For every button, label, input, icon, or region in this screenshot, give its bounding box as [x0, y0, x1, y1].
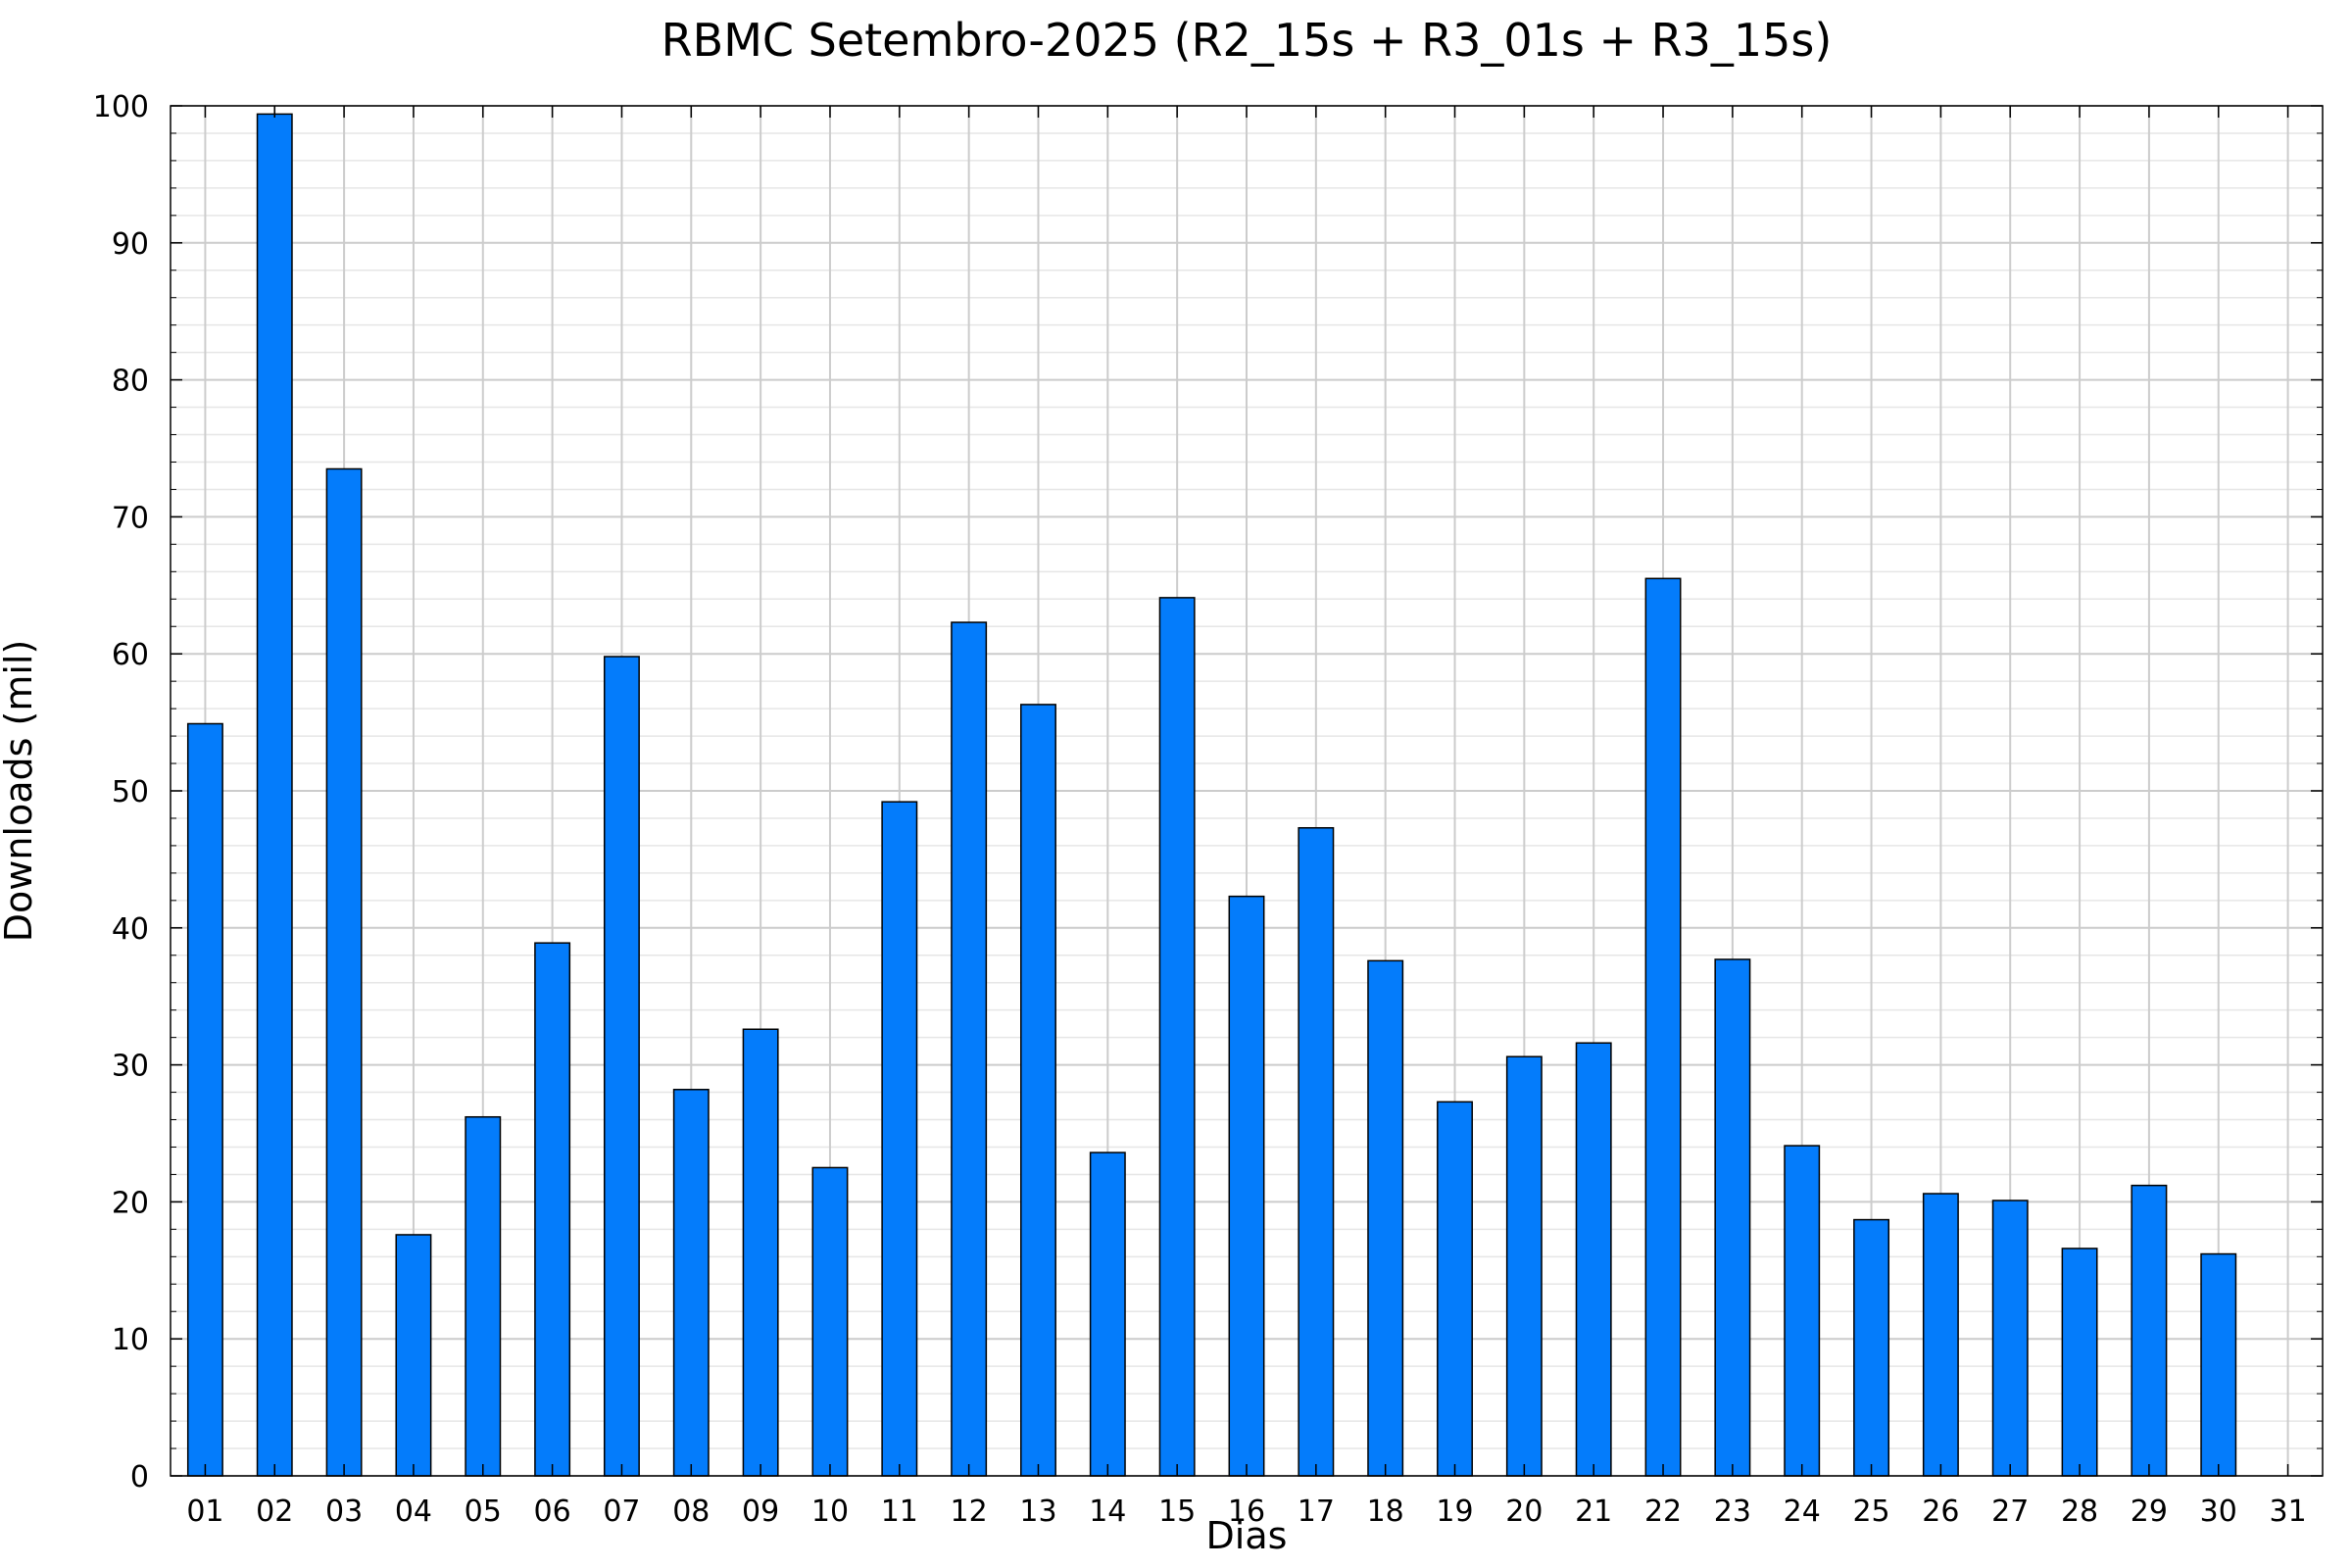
x-tick-label: 11	[881, 1494, 918, 1529]
y-tick-label: 40	[112, 912, 149, 947]
x-tick-label: 28	[2061, 1494, 2098, 1529]
bar	[1853, 1218, 1890, 1477]
axis-ticks: 0 10 20 30 40 50 60 70 80 90 100 01 02 03 04 05 06 07 08 09…	[93, 90, 2323, 1529]
bar	[742, 1028, 779, 1477]
x-tick-label: 14	[1089, 1494, 1126, 1529]
x-tick-label: 21	[1575, 1494, 1612, 1529]
x-tick-label: 03	[325, 1494, 363, 1529]
bar	[1505, 1055, 1543, 1477]
y-tick-label: 70	[112, 501, 149, 535]
x-tick-label: 25	[1852, 1494, 1889, 1529]
y-tick-label: 100	[93, 90, 149, 124]
bar	[1158, 597, 1196, 1477]
x-tick-label: 02	[256, 1494, 293, 1529]
x-tick-label: 16	[1228, 1494, 1265, 1529]
x-tick-label: 10	[811, 1494, 849, 1529]
x-tick-label: 12	[951, 1494, 988, 1529]
bar	[951, 621, 988, 1477]
x-tick-label: 01	[186, 1494, 223, 1529]
bar	[881, 801, 918, 1477]
x-tick-label: 30	[2200, 1494, 2237, 1529]
x-tick-label: 20	[1505, 1494, 1543, 1529]
x-tick-label: 26	[1922, 1494, 1959, 1529]
bar	[534, 942, 571, 1477]
y-tick-label: 90	[112, 227, 149, 262]
bar	[1437, 1101, 1473, 1477]
bar	[1089, 1152, 1126, 1477]
bar	[1020, 704, 1056, 1477]
bars	[186, 113, 2237, 1477]
bar	[256, 113, 293, 1477]
x-axis-label: Dias	[1206, 1514, 1288, 1557]
x-tick-label: 31	[2269, 1494, 2306, 1529]
bar	[1644, 577, 1682, 1477]
x-tick-label: 07	[603, 1494, 640, 1529]
bar	[2200, 1252, 2237, 1477]
bar	[1298, 826, 1335, 1477]
bar	[811, 1166, 849, 1477]
bar	[1228, 895, 1265, 1477]
bar	[1991, 1200, 2029, 1477]
bar	[1714, 958, 1751, 1477]
y-tick-label: 60	[112, 638, 149, 672]
bar	[465, 1115, 502, 1477]
x-tick-label: 22	[1644, 1494, 1682, 1529]
x-tick-label: 19	[1436, 1494, 1473, 1529]
y-tick-label: 30	[112, 1050, 149, 1084]
x-tick-label: 08	[672, 1494, 710, 1529]
x-tick-label: 27	[1991, 1494, 2029, 1529]
bar	[603, 656, 640, 1477]
bar	[395, 1234, 432, 1477]
x-tick-label: 18	[1367, 1494, 1404, 1529]
y-tick-label: 50	[112, 775, 149, 809]
bar	[672, 1089, 710, 1477]
x-tick-label: 06	[534, 1494, 571, 1529]
bar	[1922, 1193, 1959, 1477]
bar	[1367, 959, 1404, 1477]
bar	[186, 722, 223, 1477]
x-tick-label: 09	[742, 1494, 779, 1529]
y-tick-label: 0	[130, 1460, 149, 1494]
chart-title: RBMC Setembro-2025 (R2_15s + R3_01s + R3…	[662, 14, 1833, 67]
bar	[1784, 1145, 1821, 1477]
x-tick-label: 24	[1784, 1494, 1821, 1529]
bar	[2061, 1248, 2098, 1477]
x-tick-label: 23	[1714, 1494, 1751, 1529]
plot-frame	[170, 105, 2324, 1477]
bar	[1575, 1042, 1612, 1477]
bar	[2131, 1184, 2168, 1477]
y-axis-label: Downloads (mil)	[0, 640, 40, 943]
x-tick-label: 29	[2131, 1494, 2168, 1529]
x-tick-label: 05	[465, 1494, 502, 1529]
x-tick-label: 04	[395, 1494, 432, 1529]
bar	[325, 467, 363, 1477]
x-tick-label: 15	[1158, 1494, 1196, 1529]
x-tick-label: 17	[1298, 1494, 1335, 1529]
x-tick-label: 13	[1019, 1494, 1056, 1529]
y-tick-label: 20	[112, 1186, 149, 1220]
y-tick-label: 10	[112, 1323, 149, 1357]
y-tick-label: 80	[112, 365, 149, 399]
